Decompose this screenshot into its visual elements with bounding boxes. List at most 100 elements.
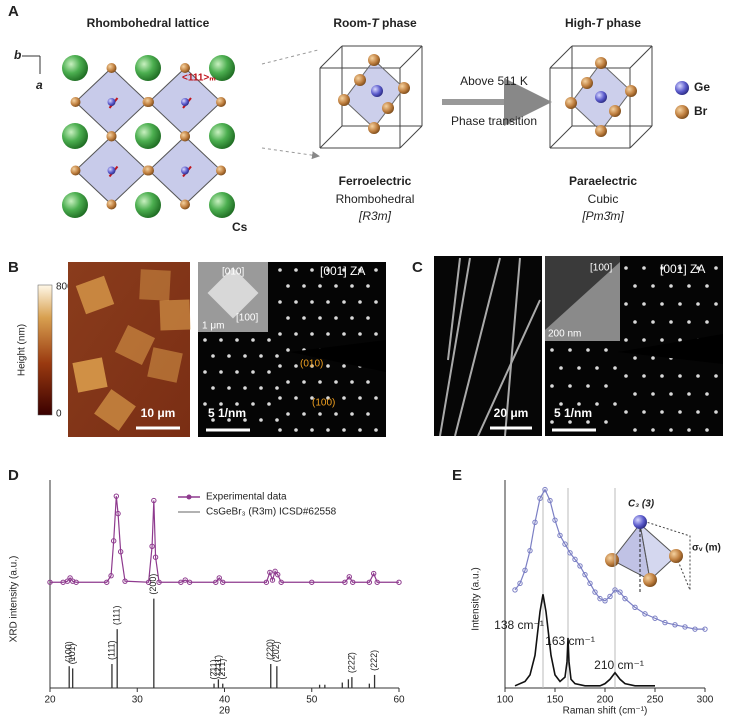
br-atom [180,131,190,142]
spot [294,300,298,304]
legend-label: Br [694,104,708,118]
text: T [596,16,605,30]
colorbar [37,284,53,416]
spot [714,266,718,270]
spot [577,402,581,406]
spot [374,332,378,336]
br-atom [382,102,394,114]
x-tick-label: 150 [547,695,564,706]
spot [342,332,346,336]
spot [633,320,637,324]
spot [286,412,290,416]
spot [275,354,279,358]
cube-edge [629,45,653,69]
spot [604,420,608,424]
br-atom [368,122,380,134]
br-atom [338,94,350,106]
cs-atom [209,55,235,81]
spot [310,396,314,400]
spot [334,284,338,288]
spot [651,356,655,360]
beam-stop [618,334,723,364]
marker [617,589,623,595]
spot [243,354,247,358]
spot [294,428,298,432]
high-title: High-T phase [565,16,641,30]
spot [633,392,637,396]
phase-label: Rhombohedral [336,192,415,206]
spot [714,410,718,414]
ge-atom [107,166,116,175]
spot [678,374,682,378]
marker [632,604,638,611]
spot [278,268,282,272]
spot [203,402,207,406]
cs-atom [135,192,161,218]
spot [203,370,207,374]
spot [358,396,362,400]
spot [651,284,655,288]
marker [342,579,348,585]
spot [275,386,279,390]
spot [318,412,322,416]
peak-label: (202) [271,641,281,662]
spot [203,338,207,342]
marker [602,598,608,604]
br-atom [216,97,226,107]
nanowire [477,299,541,437]
legend-label: Ge [694,80,710,94]
marker [272,568,278,575]
spot [227,386,231,390]
marker [73,579,79,585]
legend-label: Experimental data [206,492,287,503]
cube-edge [319,125,343,149]
spot [550,348,554,352]
spot [559,402,563,406]
marker [117,549,124,555]
cube-edge [549,45,573,69]
zone-axis: [001] ZA [320,264,365,278]
peak-label: (222) [369,650,379,671]
spot [633,428,637,432]
marker [156,579,162,585]
spot [259,386,263,390]
spot [651,428,655,432]
text: Room- [333,16,371,30]
inset-direction: [010] [222,267,244,278]
x-tick-label: 250 [647,695,664,706]
spot [624,338,628,342]
phase-label: Ferroelectric [339,174,412,188]
peak-label: (222̄) [346,652,356,673]
legend-swatch [675,105,689,119]
spot [211,386,215,390]
spot [366,412,370,416]
br-atom [565,97,577,109]
spot [251,370,255,374]
marker [552,517,558,523]
panel-label: E [452,467,462,484]
spot [568,348,572,352]
marker [682,624,688,630]
inset-scale: 1 μm [202,321,224,332]
marker [582,571,588,578]
spot [687,392,691,396]
spot [624,302,628,306]
peak-label: (2̄11) [208,659,218,679]
spot [624,410,628,414]
arrow-label: Above 511 K [460,74,528,88]
marker [122,578,128,584]
inset-direction: [100] [590,263,612,274]
spot [235,402,239,406]
panel-label: B [8,259,19,276]
spot [342,364,346,368]
data-line [514,488,705,630]
nanowires [439,257,541,437]
spot [235,338,239,342]
spot [286,380,290,384]
cs-atom [135,55,161,81]
cs-atom [62,123,88,149]
spot [687,284,691,288]
spot [678,338,682,342]
marker [69,578,76,584]
flake [139,269,171,301]
